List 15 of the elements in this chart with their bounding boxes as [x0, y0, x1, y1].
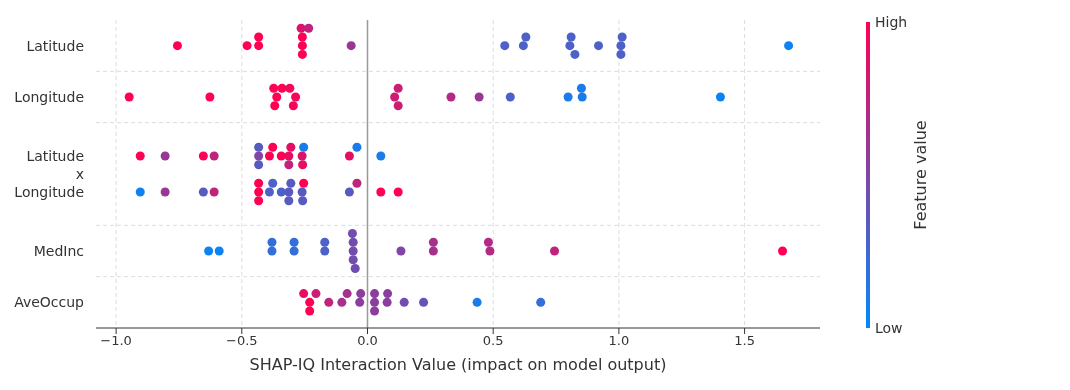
y-tick-label: AveOccup [14, 294, 85, 311]
y-tick-label: MedInc [33, 243, 84, 259]
x-tick-label: 1.5 [734, 333, 755, 349]
y-tick-label: Longitude [14, 89, 84, 105]
x-axis-title: SHAP-IQ Interaction Value (impact on model output) [249, 355, 667, 374]
y-tick-label: Latitude x Longitude [14, 148, 84, 200]
x-tick-label: 0.0 [357, 333, 378, 349]
x-tick-label: 1.0 [608, 333, 630, 349]
color-bar-title: Feature value [911, 120, 930, 230]
x-tick-label: 0.5 [482, 333, 504, 349]
x-tick-label: −0.5 [226, 333, 258, 349]
color-bar-label: High [875, 14, 908, 30]
y-tick-label: Latitude [26, 37, 84, 54]
color-bar-label: Low [875, 320, 903, 336]
x-tick-label: −1.0 [100, 333, 132, 349]
